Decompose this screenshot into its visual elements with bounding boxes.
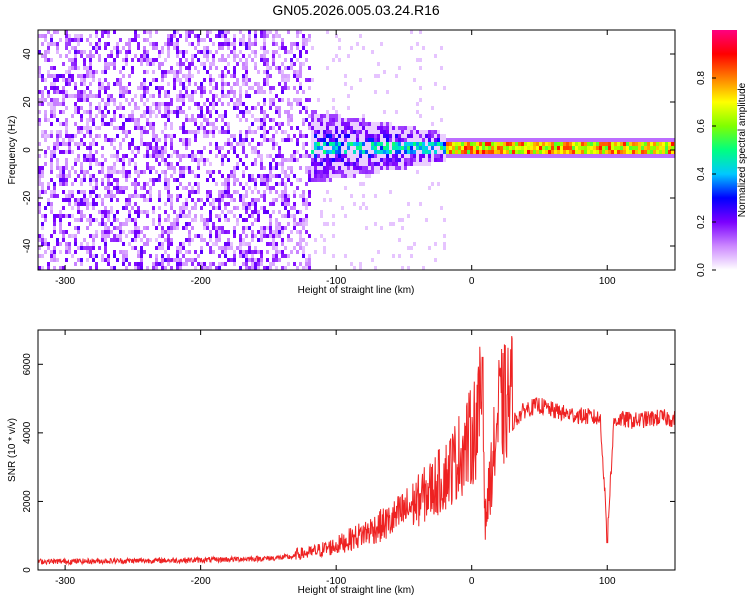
spectrogram-y-ticks: -40 -20 0 20 40 [22, 48, 675, 253]
spectrogram-x-tick-label: -100 [326, 276, 346, 287]
snr-x-tick-label: -300 [55, 576, 75, 587]
snr-x-ticks: -300 -200 -100 0 100 [55, 330, 616, 587]
spectrogram-y-tick-label: 20 [22, 96, 33, 108]
colorbar-tick-label: 0.0 [696, 263, 707, 277]
colorbar-label: Normalized spectral amplitude [737, 82, 748, 217]
colorbar-gradient [712, 30, 737, 270]
spectrogram-x-tick-label: -300 [55, 276, 75, 287]
snr-y-tick-label: 4000 [22, 421, 33, 444]
spectrogram-y-tick-label: 40 [22, 48, 33, 60]
spectrogram-x-tick-label: 0 [469, 276, 475, 287]
snr-x-tick-label: -100 [326, 576, 346, 587]
spectrogram-y-axis-label: Frequency (Hz) [7, 116, 18, 185]
spectrogram-y-tick-label: -20 [22, 190, 33, 205]
colorbar-tick-label: 0.8 [696, 71, 707, 85]
snr-y-axis-label: SNR (10 * v/v) [7, 418, 18, 482]
spectrogram-heatmap [38, 30, 675, 270]
colorbar-tick-label: 0.6 [696, 119, 707, 133]
spectrogram-x-tick-label: -200 [191, 276, 211, 287]
snr-y-tick-label: 0 [22, 567, 33, 573]
snr-y-ticks: 0 2000 4000 6000 [22, 353, 675, 573]
snr-y-tick-label: 6000 [22, 353, 33, 376]
snr-x-tick-label: -200 [191, 576, 211, 587]
spectrogram-y-tick-label: -40 [22, 238, 33, 253]
colorbar-ticks: 0.0 0.2 0.4 0.6 0.8 [696, 71, 716, 277]
snr-y-tick-label: 2000 [22, 490, 33, 513]
snr-x-tick-label: 100 [599, 576, 616, 587]
colorbar: 0.0 0.2 0.4 0.6 0.8 Normalized spectral ampl… [696, 30, 748, 277]
page-title: GN05.2026.005.03.24.R16 [272, 2, 440, 18]
snr-x-axis-label: Height of straight line (km) [298, 585, 415, 596]
spectrogram-x-ticks: -300 -200 -100 0 100 [55, 30, 616, 287]
snr-series-line [38, 336, 675, 566]
colorbar-tick-label: 0.2 [696, 215, 707, 229]
spectrogram-x-tick-label: 100 [599, 276, 616, 287]
snr-frame [37, 329, 676, 571]
spectrogram-y-tick-label: 0 [22, 147, 33, 153]
snr-x-tick-label: 0 [469, 576, 475, 587]
spectrogram-x-axis-label: Height of straight line (km) [298, 285, 415, 296]
colorbar-tick-label: 0.4 [696, 167, 707, 181]
